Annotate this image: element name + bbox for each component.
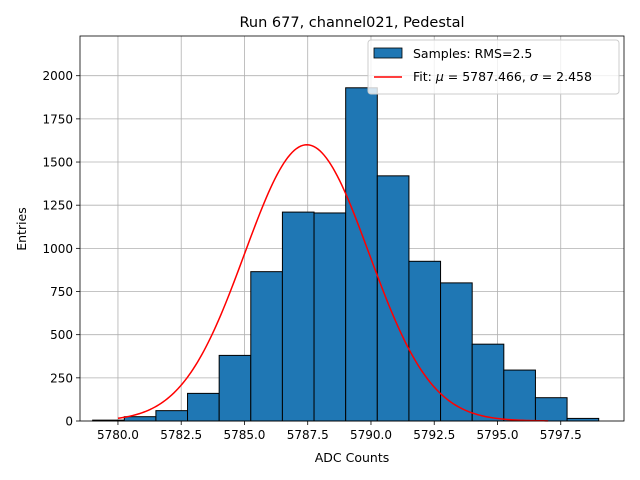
legend-samples-swatch — [373, 47, 403, 59]
y-tick-label: 1000 — [42, 242, 73, 256]
y-tick-label: 1250 — [42, 199, 73, 213]
axes-frame — [79, 35, 625, 422]
histogram-bars — [92, 87, 600, 422]
histogram-bar — [250, 271, 283, 422]
histogram-bar — [534, 397, 568, 422]
y-tick-label: 1500 — [42, 156, 73, 170]
x-tick-label: 5792.5 — [413, 428, 455, 442]
histogram-bar — [281, 211, 315, 422]
y-tick-label: 0 — [65, 415, 73, 429]
x-tick-label: 5780.0 — [97, 428, 139, 442]
chart-title: Run 677, channel021, Pedestal — [239, 15, 464, 31]
y-axis-label: Entries — [14, 207, 29, 251]
histogram-bar — [155, 410, 189, 422]
x-tick-label: 5787.5 — [287, 428, 329, 442]
histogram-bar — [187, 392, 220, 422]
y-tick-label: 250 — [50, 371, 73, 385]
histogram-bar — [218, 354, 252, 422]
y-tick-label: 500 — [50, 328, 73, 342]
y-tick-label: 2000 — [42, 69, 73, 83]
histogram-bar — [313, 212, 347, 422]
legend-frame — [367, 39, 620, 95]
fit-curve — [117, 144, 549, 422]
x-tick-label: 5782.5 — [160, 428, 202, 442]
x-tick-label: 5795.0 — [476, 428, 518, 442]
histogram-bar — [440, 282, 473, 422]
histogram-bar — [503, 369, 536, 422]
histogram-bar — [408, 260, 442, 422]
histogram-bar — [345, 87, 378, 422]
histogram-bar — [376, 175, 410, 422]
y-tick-label: 750 — [50, 285, 73, 299]
x-tick-label: 5790.0 — [350, 428, 392, 442]
y-tick-label: 1750 — [42, 112, 73, 126]
x-tick-label: 5785.0 — [223, 428, 265, 442]
legend-samples-label: Samples: RMS=2.5 — [413, 46, 532, 61]
histogram-bar — [123, 416, 157, 422]
x-axis-label: ADC Counts — [315, 450, 390, 465]
legend-fit-label: Fit: μ = 5787.466, σ = 2.458 — [413, 69, 592, 84]
x-tick-label: 5797.5 — [540, 428, 582, 442]
histogram-bar — [471, 343, 505, 422]
x-axis-ticks: 5780.0 5782.5 5785.0 5787.5 5790.0 5792.5 5795… — [97, 421, 582, 442]
legend: Samples: RMS=2.5 Fit: μ = 5787.466, σ = … — [367, 39, 620, 95]
y-axis-ticks: 0 250 500 750 1000 1250 1500 1750 2000 — [42, 69, 80, 429]
